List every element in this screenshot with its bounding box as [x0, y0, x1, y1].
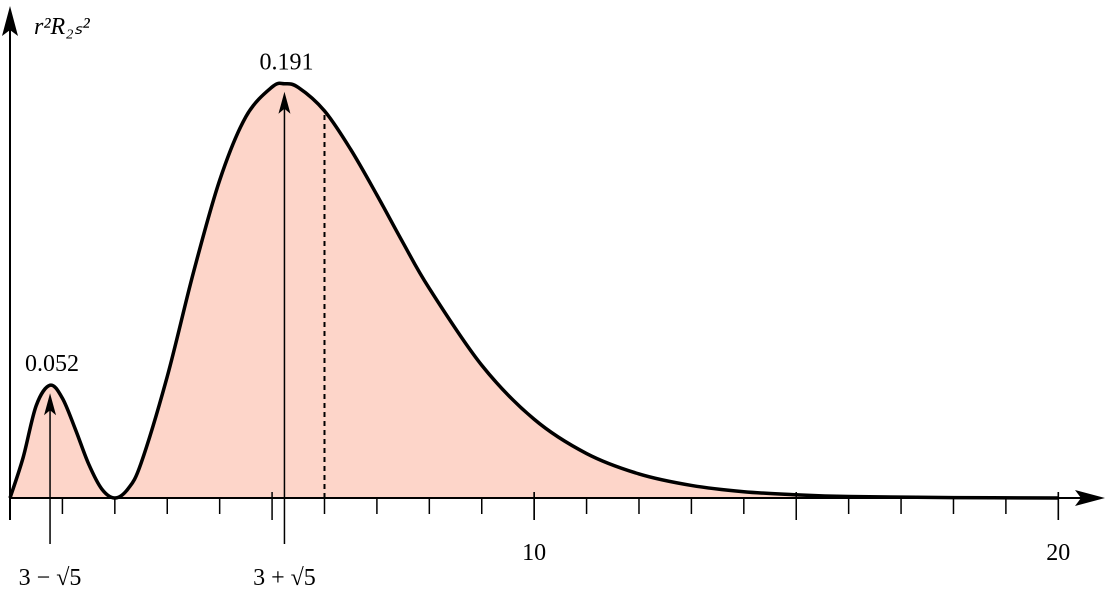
x-axis-arrow [1075, 490, 1105, 506]
annotation-arrowhead [44, 393, 57, 416]
area-fill [10, 83, 1059, 498]
x-tick-label: 10 [522, 540, 546, 566]
x-tick-label: 20 [1046, 540, 1070, 566]
annotation-arrowhead [278, 91, 291, 114]
curve [8, 81, 1059, 500]
annotation-x-label: 3 + √5 [253, 565, 316, 591]
y-axis-arrow [2, 6, 18, 36]
annotation-value: 0.052 [25, 351, 79, 377]
y-axis-label: r²R₂ₛ² [34, 14, 90, 40]
annotation-x-label: 3 − √5 [19, 565, 82, 591]
annotation-value: 0.191 [259, 50, 313, 76]
